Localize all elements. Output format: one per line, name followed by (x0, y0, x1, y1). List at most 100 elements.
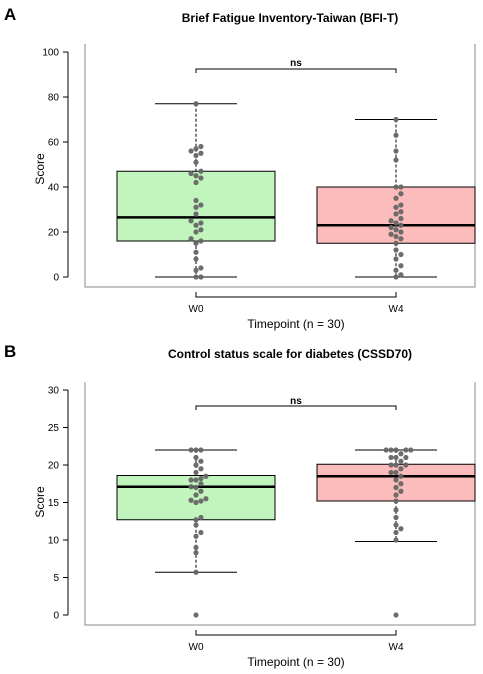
data-point (193, 240, 199, 246)
data-point (398, 458, 404, 464)
data-point (193, 274, 199, 280)
box-a-w0 (116, 101, 276, 280)
panel-b: B Control status scale for diabetes (CSS… (4, 342, 476, 669)
x-axis-label-b: Timepoint (n = 30) (247, 655, 344, 669)
data-point (193, 152, 199, 159)
data-point (198, 514, 204, 521)
x-tick-label-b: W0 (189, 642, 204, 653)
data-point (398, 488, 404, 494)
data-point (398, 481, 404, 487)
data-point (188, 484, 194, 490)
data-point (388, 218, 394, 224)
data-point (193, 454, 199, 461)
data-point (193, 550, 199, 556)
data-point (393, 240, 399, 246)
data-point (383, 447, 389, 453)
data-point (398, 209, 404, 215)
y-tick-label-a: 40 (48, 183, 60, 194)
data-point (388, 462, 394, 468)
data-point (393, 247, 399, 253)
data-point (398, 526, 404, 532)
y-axis-label-b: Score (33, 486, 47, 518)
data-point (193, 197, 199, 204)
significance-label-a: ns (290, 58, 302, 69)
data-point (188, 236, 194, 242)
data-point (188, 447, 194, 453)
data-point (193, 229, 199, 235)
panel-label-b: B (4, 342, 16, 361)
data-point (393, 507, 399, 513)
box-iqr (116, 475, 276, 521)
data-point (198, 220, 204, 226)
data-point (393, 148, 399, 154)
data-point (193, 173, 199, 179)
x-axis-line-a (195, 292, 397, 298)
data-point (193, 462, 199, 468)
data-point (188, 148, 194, 154)
data-point (193, 179, 199, 186)
data-point (393, 477, 399, 483)
data-point (188, 497, 194, 503)
data-point (393, 184, 399, 190)
data-point (193, 204, 199, 210)
data-point (393, 220, 399, 226)
data-point (388, 231, 394, 237)
data-point (393, 462, 399, 468)
data-point (198, 466, 204, 472)
data-point (188, 477, 194, 483)
data-point (398, 272, 404, 278)
data-point (198, 202, 204, 208)
data-point (393, 447, 399, 453)
y-tick-label-a: 100 (42, 48, 59, 59)
data-point (398, 466, 404, 472)
data-point (398, 229, 404, 235)
data-point (403, 447, 409, 453)
y-tick-label-b: 10 (48, 536, 60, 547)
data-point (403, 454, 409, 461)
data-point (393, 274, 399, 280)
data-point (388, 454, 394, 461)
data-point (393, 204, 399, 210)
data-point (398, 202, 404, 208)
chart-title-b: Control status scale for diabetes (CSSD7… (168, 347, 412, 361)
data-point (198, 475, 204, 482)
panel-label-a: A (4, 5, 16, 24)
data-point (393, 529, 399, 536)
data-point (203, 473, 209, 479)
data-point (398, 451, 404, 457)
chart-plot-a: 0 20 40 60 80 100 W0 W4 (42, 44, 476, 315)
data-point (198, 274, 204, 280)
y-tick-label-a: 0 (53, 273, 59, 284)
data-point (193, 484, 199, 491)
data-point (193, 612, 199, 618)
data-point (393, 267, 399, 273)
data-point (198, 458, 204, 464)
data-point (388, 447, 394, 453)
data-point (393, 157, 399, 163)
data-point (398, 473, 404, 479)
data-point (193, 499, 199, 506)
box-a-w4 (316, 116, 476, 280)
data-point (388, 469, 394, 476)
data-point (198, 498, 204, 504)
data-point (393, 227, 399, 233)
data-point (193, 447, 199, 453)
panel-a: A Brief Fatigue Inventory-Taiwan (BFI-T)… (4, 5, 476, 331)
data-point (398, 236, 404, 242)
data-point (393, 537, 399, 543)
data-point (408, 447, 414, 453)
data-point (393, 132, 399, 138)
data-point (198, 227, 204, 233)
data-point (398, 191, 404, 197)
plot-frame-b (84, 382, 476, 626)
data-point (193, 256, 199, 262)
significance-bracket-b (195, 405, 397, 410)
data-point (198, 143, 204, 150)
data-point (193, 211, 199, 217)
data-point (198, 175, 204, 181)
box-b-w4 (316, 447, 476, 618)
x-tick-label-a: W0 (189, 304, 204, 315)
y-tick-label-b: 30 (48, 386, 60, 397)
data-point (198, 481, 204, 487)
